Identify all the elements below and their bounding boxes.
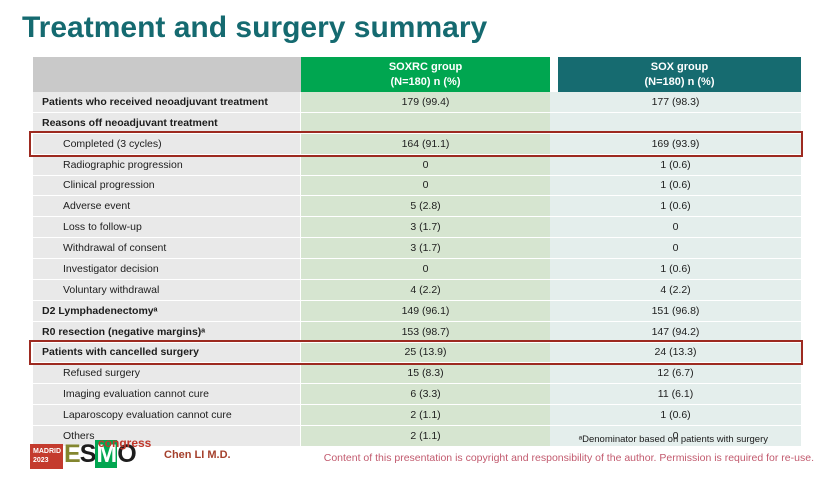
esmo-letter-o: O bbox=[117, 440, 136, 468]
sox-value: 1 (0.6) bbox=[550, 259, 801, 280]
author-credit: Chen LI M.D. bbox=[164, 449, 231, 461]
row-label: Loss to follow-up bbox=[33, 217, 301, 239]
soxrc-value: 0 bbox=[301, 175, 550, 197]
soxrc-value: 149 (96.1) bbox=[301, 300, 550, 322]
header-soxrc-line1: SOXRC group bbox=[388, 61, 463, 74]
table-body: Patients who received neoadjuvant treatm… bbox=[29, 92, 803, 447]
table-row: Laparoscopy evaluation cannot cure 2 (1.1… bbox=[33, 405, 801, 426]
table-row: D2 Lymphadenectomyᵃ 149 (96.1) 151 (96.8) bbox=[33, 300, 801, 322]
sox-value: 1 (0.6) bbox=[550, 196, 801, 218]
header-sox-line1: SOX group bbox=[650, 61, 709, 74]
soxrc-value: 6 (3.3) bbox=[301, 384, 550, 406]
soxrc-value: 164 (91.1) bbox=[301, 133, 550, 155]
header-empty-cell bbox=[33, 57, 301, 92]
row-label: Laparoscopy evaluation cannot cure bbox=[33, 405, 301, 426]
sox-value: 177 (98.3) bbox=[550, 92, 801, 113]
slide-title: Treatment and surgery summary bbox=[22, 11, 488, 44]
table-row: Imaging evaluation cannot cure 6 (3.3) 11 … bbox=[33, 384, 801, 406]
sox-value: 0 bbox=[550, 426, 801, 447]
soxrc-value: 153 (98.7) bbox=[301, 321, 550, 343]
esmo-letter-e: E bbox=[64, 440, 81, 468]
table-row: Radiographic progression 0 1 (0.6) bbox=[33, 154, 801, 176]
table-header-row: SOXRC group (N=180) n (%) SOX group (N=1… bbox=[33, 57, 801, 92]
sox-value: 4 (2.2) bbox=[550, 279, 801, 301]
soxrc-value: 5 (2.8) bbox=[301, 196, 550, 218]
sox-value: 169 (93.9) bbox=[550, 133, 801, 155]
soxrc-value: 25 (13.9) bbox=[301, 342, 550, 364]
row-label: Clinical progression bbox=[33, 175, 301, 197]
sox-value: 1 (0.6) bbox=[550, 154, 801, 176]
table-row: R0 resection (negative margins)ᵃ 153 (98.… bbox=[33, 321, 801, 343]
soxrc-value: 2 (1.1) bbox=[301, 405, 550, 426]
table-row: Withdrawal of consent 3 (1.7) 0 bbox=[33, 238, 801, 259]
soxrc-value: 3 (1.7) bbox=[301, 217, 550, 239]
esmo-letter-m: M bbox=[95, 440, 118, 468]
table-row: Completed (3 cycles) 164 (91.1) 169 (93.9) bbox=[29, 130, 803, 157]
table-row: Voluntary withdrawal 4 (2.2) 4 (2.2) bbox=[33, 279, 801, 301]
esmo-congress-logo: MADRID 2023 ESMO congress bbox=[30, 436, 205, 473]
table-row: Reasons off neoadjuvant treatment bbox=[33, 112, 801, 134]
header-soxrc-line2: (N=180) n (%) bbox=[390, 75, 461, 88]
soxrc-value: 3 (1.7) bbox=[301, 238, 550, 259]
header-sox-line2: (N=180) n (%) bbox=[644, 75, 715, 88]
soxrc-value: 0 bbox=[301, 259, 550, 280]
row-label: Adverse event bbox=[33, 196, 301, 218]
logo-city-label: MADRID bbox=[33, 448, 61, 456]
esmo-letter-s: S bbox=[79, 440, 97, 468]
table-row: Adverse event 5 (2.8) 1 (0.6) bbox=[33, 196, 801, 218]
sox-value: 151 (96.8) bbox=[550, 300, 801, 322]
sox-value: 11 (6.1) bbox=[550, 384, 801, 406]
copyright-notice: Content of this presentation is copyrigh… bbox=[323, 452, 814, 464]
table-row: Loss to follow-up 3 (1.7) 0 bbox=[33, 217, 801, 239]
table-row: Clinical progression 0 1 (0.6) bbox=[33, 175, 801, 197]
treatment-summary-table: SOXRC group (N=180) n (%) SOX group (N=1… bbox=[29, 57, 803, 447]
sox-value: 12 (6.7) bbox=[550, 363, 801, 385]
table-row: Patients who received neoadjuvant treatm… bbox=[33, 92, 801, 113]
sox-value: 147 (94.2) bbox=[550, 321, 801, 343]
sox-value: 0 bbox=[550, 238, 801, 259]
row-label: Radiographic progression bbox=[33, 154, 301, 176]
madrid-2023-badge: MADRID 2023 bbox=[30, 444, 63, 469]
logo-year-label: 2023 bbox=[33, 456, 49, 464]
row-label: Investigator decision bbox=[33, 259, 301, 280]
row-label: Patients who received neoadjuvant treatm… bbox=[33, 92, 301, 113]
row-label: Voluntary withdrawal bbox=[33, 279, 301, 301]
sox-value: 1 (0.6) bbox=[550, 175, 801, 197]
row-label: Withdrawal of consent bbox=[33, 238, 301, 259]
sox-value: 1 (0.6) bbox=[550, 405, 801, 426]
congress-label: congress bbox=[98, 436, 152, 450]
row-label: Completed (3 cycles) bbox=[33, 133, 301, 155]
footnote-denominator: ᵃDenominator based on patients with surg… bbox=[578, 434, 768, 445]
row-label: Refused surgery bbox=[33, 363, 301, 385]
row-label: D2 Lymphadenectomyᵃ bbox=[33, 300, 301, 322]
row-label: Imaging evaluation cannot cure bbox=[33, 384, 301, 406]
table-row: Investigator decision 0 1 (0.6) bbox=[33, 259, 801, 280]
soxrc-value: 15 (8.3) bbox=[301, 363, 550, 385]
header-soxrc-group: SOXRC group (N=180) n (%) bbox=[301, 57, 550, 92]
row-label: Reasons off neoadjuvant treatment bbox=[33, 112, 301, 134]
row-label: R0 resection (negative margins)ᵃ bbox=[33, 321, 301, 343]
row-label: Patients with cancelled surgery bbox=[33, 342, 301, 364]
sox-value bbox=[550, 112, 801, 134]
soxrc-value: 4 (2.2) bbox=[301, 279, 550, 301]
soxrc-value: 0 bbox=[301, 154, 550, 176]
esmo-wordmark: ESMO bbox=[64, 439, 137, 469]
soxrc-value bbox=[301, 112, 550, 134]
soxrc-value: 179 (99.4) bbox=[301, 92, 550, 113]
table-row: Patients with cancelled surgery 25 (13.9)… bbox=[29, 339, 803, 366]
soxrc-value: 2 (1.1) bbox=[301, 426, 550, 447]
sox-value: 24 (13.3) bbox=[550, 342, 801, 364]
sox-value: 0 bbox=[550, 217, 801, 239]
header-sox-group: SOX group (N=180) n (%) bbox=[550, 57, 801, 92]
table-row: Refused surgery 15 (8.3) 12 (6.7) bbox=[33, 363, 801, 385]
